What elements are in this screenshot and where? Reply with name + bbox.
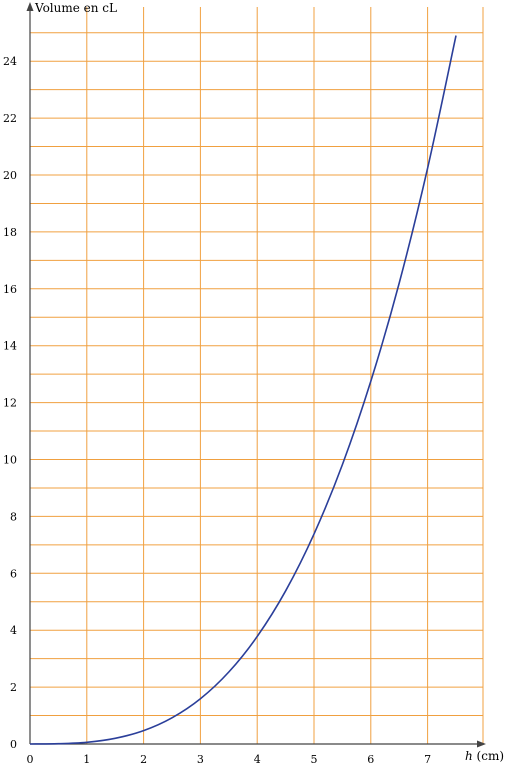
y-tick-label: 22 [3, 112, 17, 125]
x-tick-label: 4 [254, 753, 261, 766]
y-tick-label: 14 [3, 340, 17, 353]
x-axis-title: h (cm) [465, 749, 504, 763]
x-tick-label: 1 [83, 753, 90, 766]
y-tick-label: 2 [10, 681, 17, 694]
y-tick-label: 16 [3, 283, 17, 296]
y-tick-label: 6 [10, 567, 17, 580]
x-tick-labels: 0 1 2 3 4 5 6 7 [27, 753, 432, 766]
y-tick-label: 4 [10, 624, 17, 637]
x-axis-variable: h [465, 749, 473, 763]
x-tick-label: 7 [424, 753, 431, 766]
y-tick-label: 20 [3, 169, 17, 182]
y-tick-label: 24 [3, 55, 17, 68]
y-axis-arrow [26, 2, 34, 11]
volume-curve [29, 35, 457, 745]
y-tick-label: 12 [3, 397, 17, 410]
x-tick-label: 0 [27, 753, 34, 766]
y-tick-label: 18 [3, 226, 17, 239]
y-tick-label: 10 [3, 454, 17, 467]
x-axis-unit: (cm) [473, 749, 504, 763]
x-tick-label: 3 [197, 753, 204, 766]
vertical-grid-lines [29, 7, 484, 744]
y-axis-title: Volume en cL [34, 1, 117, 15]
x-tick-label: 5 [311, 753, 318, 766]
y-tick-label: 8 [10, 510, 17, 523]
x-tick-label: 6 [367, 753, 374, 766]
x-axis-arrow [477, 740, 486, 748]
x-tick-label: 2 [140, 753, 147, 766]
horizontal-grid-lines [30, 32, 483, 717]
y-tick-label: 0 [10, 738, 17, 751]
